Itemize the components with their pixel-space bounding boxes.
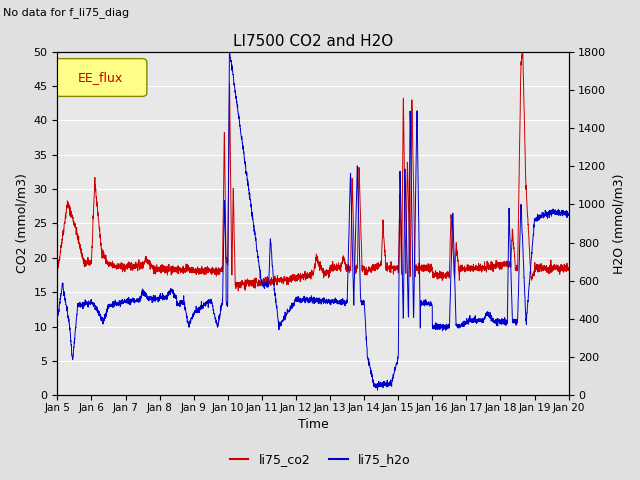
Y-axis label: CO2 (mmol/m3): CO2 (mmol/m3) bbox=[15, 174, 28, 274]
FancyBboxPatch shape bbox=[55, 59, 147, 96]
Text: EE_flux: EE_flux bbox=[78, 71, 124, 84]
Title: LI7500 CO2 and H2O: LI7500 CO2 and H2O bbox=[233, 34, 393, 49]
Y-axis label: H2O (mmol/m3): H2O (mmol/m3) bbox=[612, 173, 625, 274]
Legend: li75_co2, li75_h2o: li75_co2, li75_h2o bbox=[225, 448, 415, 471]
X-axis label: Time: Time bbox=[298, 419, 328, 432]
Text: No data for f_li75_diag: No data for f_li75_diag bbox=[3, 7, 129, 18]
